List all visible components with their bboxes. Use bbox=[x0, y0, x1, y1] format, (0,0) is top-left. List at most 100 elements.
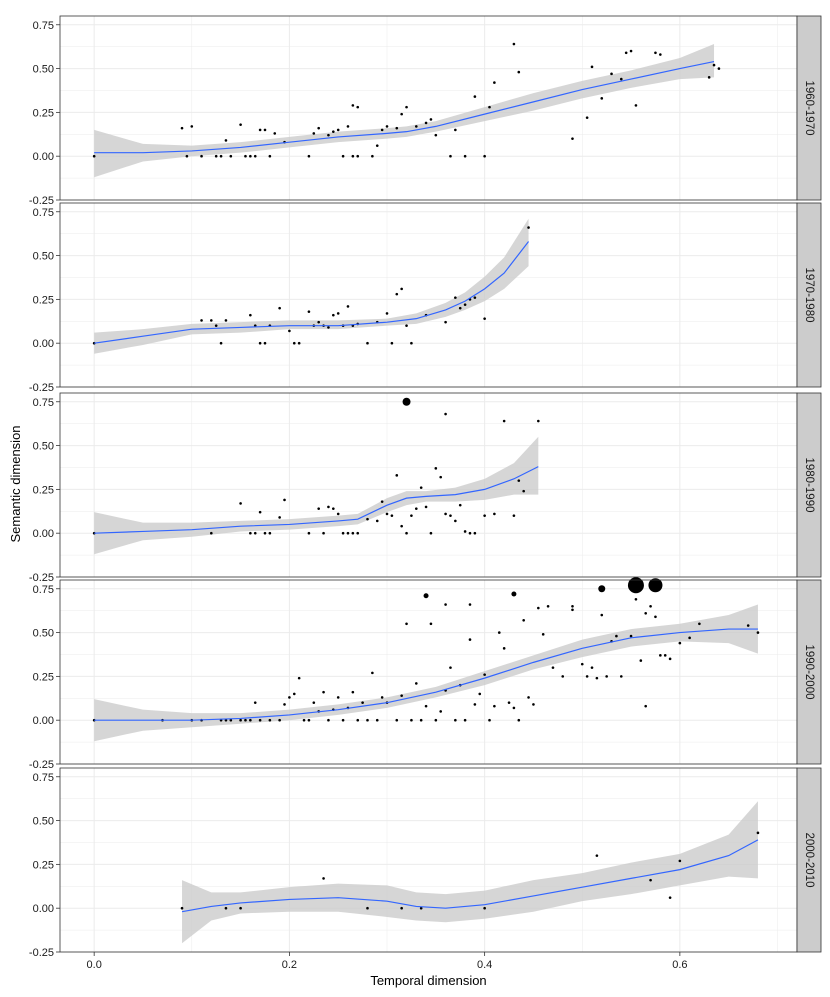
data-point bbox=[473, 703, 477, 706]
data-point bbox=[473, 95, 477, 98]
data-point bbox=[249, 154, 252, 158]
data-point bbox=[605, 675, 608, 678]
data-point bbox=[312, 701, 316, 704]
y-tick-label: 0.75 bbox=[33, 772, 54, 784]
data-point bbox=[375, 519, 379, 523]
data-point bbox=[517, 479, 521, 482]
data-point bbox=[395, 718, 399, 722]
data-point bbox=[258, 718, 262, 722]
data-point bbox=[502, 419, 506, 423]
data-point bbox=[253, 531, 257, 535]
data-point bbox=[444, 412, 447, 416]
data-point bbox=[468, 531, 472, 535]
data-point bbox=[405, 531, 408, 535]
data-point bbox=[263, 341, 267, 345]
data-point bbox=[414, 682, 418, 685]
data-point bbox=[434, 467, 438, 470]
data-point bbox=[571, 608, 574, 612]
data-point bbox=[463, 530, 467, 533]
data-point bbox=[600, 97, 604, 100]
data-point bbox=[654, 615, 657, 619]
data-point bbox=[473, 296, 477, 299]
data-point bbox=[493, 512, 496, 516]
x-tick-label: 0.2 bbox=[282, 959, 297, 971]
data-point bbox=[444, 320, 447, 324]
panel-background bbox=[60, 203, 797, 387]
data-point bbox=[414, 125, 418, 128]
data-point bbox=[400, 112, 403, 116]
confidence-ribbon bbox=[94, 218, 529, 354]
data-point bbox=[249, 313, 252, 317]
data-point bbox=[366, 517, 369, 521]
data-point bbox=[292, 341, 296, 345]
y-tick-label: -0.25 bbox=[29, 759, 54, 771]
data-point-large bbox=[598, 585, 606, 593]
panel-2000-2010: -0.25 0.00 0.25 0.50 0.75 2000-2010 bbox=[29, 767, 822, 959]
data-point bbox=[224, 906, 228, 910]
data-point bbox=[385, 125, 389, 128]
data-point bbox=[341, 531, 345, 535]
data-point bbox=[649, 878, 652, 882]
confidence-ribbon bbox=[94, 44, 715, 178]
data-point bbox=[239, 123, 242, 126]
y-tick-label: 0.50 bbox=[33, 64, 54, 76]
data-point bbox=[429, 531, 433, 535]
panel-background bbox=[60, 393, 797, 577]
data-point bbox=[478, 692, 482, 696]
data-point bbox=[668, 657, 672, 661]
data-point bbox=[483, 317, 486, 320]
data-point bbox=[288, 696, 291, 699]
facet-strip-label: 1970-1980 bbox=[803, 268, 815, 323]
data-point bbox=[263, 128, 267, 132]
data-point bbox=[522, 489, 525, 493]
data-point bbox=[92, 718, 96, 722]
data-point bbox=[463, 154, 467, 158]
data-point bbox=[488, 105, 491, 109]
data-point bbox=[390, 341, 394, 345]
data-point bbox=[571, 137, 574, 140]
data-point bbox=[644, 704, 647, 708]
y-tick-label: 0.75 bbox=[33, 584, 54, 596]
data-point bbox=[717, 67, 721, 70]
data-point bbox=[507, 701, 511, 704]
data-point bbox=[668, 896, 672, 899]
data-point bbox=[366, 718, 369, 722]
data-point bbox=[327, 326, 330, 329]
smooth-line bbox=[94, 60, 715, 154]
data-point bbox=[351, 531, 355, 535]
data-point bbox=[449, 666, 452, 669]
data-point bbox=[273, 132, 277, 135]
data-point bbox=[219, 341, 223, 345]
smooth-line bbox=[94, 241, 530, 344]
confidence-ribbon bbox=[94, 436, 539, 555]
data-point bbox=[317, 126, 320, 130]
facet-strip-label: 1990-2000 bbox=[803, 645, 815, 700]
y-tick-label: 0.50 bbox=[33, 628, 54, 640]
data-point bbox=[210, 319, 213, 322]
data-point bbox=[371, 154, 374, 158]
data-point bbox=[615, 634, 618, 638]
smooth-line bbox=[181, 839, 759, 913]
data-point bbox=[249, 531, 252, 535]
data-point bbox=[595, 676, 599, 680]
data-point bbox=[356, 531, 360, 535]
data-point bbox=[546, 604, 550, 608]
data-point bbox=[263, 531, 267, 535]
data-point bbox=[419, 906, 423, 910]
y-tick-label: 0.00 bbox=[33, 528, 54, 540]
data-point bbox=[253, 154, 257, 158]
data-point bbox=[380, 500, 384, 503]
data-point bbox=[756, 831, 760, 835]
data-point bbox=[380, 696, 384, 699]
data-point bbox=[210, 531, 213, 535]
data-point bbox=[307, 531, 311, 535]
data-point bbox=[463, 303, 467, 306]
facet-strip bbox=[796, 392, 822, 578]
y-tick-label: 0.25 bbox=[33, 484, 54, 496]
data-point bbox=[297, 341, 301, 345]
data-point bbox=[444, 512, 447, 516]
y-tick-label: -0.25 bbox=[29, 195, 54, 207]
data-point bbox=[473, 531, 477, 535]
data-point bbox=[332, 130, 335, 133]
